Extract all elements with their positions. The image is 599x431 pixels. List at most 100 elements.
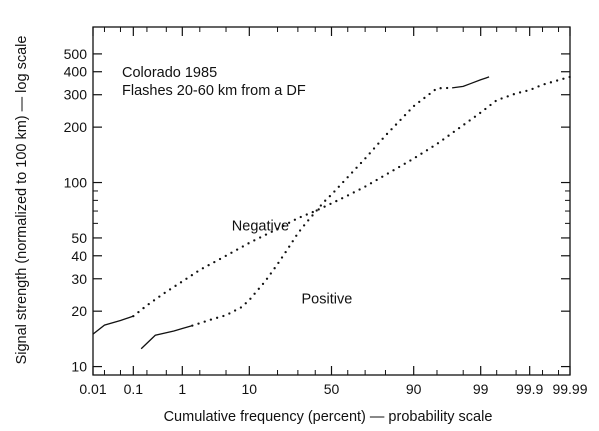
series-dot bbox=[190, 274, 194, 277]
series-dot bbox=[287, 221, 291, 224]
x-tick-label: 0.01 bbox=[79, 381, 106, 397]
series-dot bbox=[224, 254, 227, 258]
series-dot bbox=[328, 195, 332, 198]
series-dot bbox=[152, 299, 156, 302]
series-dot bbox=[302, 224, 306, 227]
series-layer bbox=[92, 75, 571, 350]
y-tick-label: 40 bbox=[71, 248, 87, 264]
series-dot bbox=[397, 165, 401, 169]
series-dot bbox=[399, 118, 402, 122]
series-dot bbox=[253, 292, 256, 295]
series-dot bbox=[457, 126, 461, 130]
series-dot bbox=[390, 128, 393, 131]
series-dot bbox=[215, 316, 219, 319]
series-dot bbox=[408, 109, 411, 112]
series-dot bbox=[247, 242, 250, 245]
series-dot bbox=[494, 99, 497, 103]
y-tick-label: 30 bbox=[71, 271, 87, 287]
tick-labels: 0.01 0.1 1 10 50 90 99 99.9 99.99 10 20 30 40 50 100 20… bbox=[64, 46, 588, 397]
series-dot bbox=[425, 149, 429, 152]
series-dot bbox=[420, 152, 423, 155]
series-dot bbox=[228, 312, 231, 315]
series-dot bbox=[359, 161, 363, 165]
series-dot bbox=[445, 86, 449, 90]
series-dot bbox=[372, 147, 376, 150]
series-dot bbox=[209, 318, 213, 321]
series-dot bbox=[368, 152, 371, 155]
series-dot bbox=[179, 281, 183, 284]
x-tick-label: 0.1 bbox=[124, 381, 144, 397]
series-dot bbox=[562, 77, 565, 80]
series-dot bbox=[276, 227, 279, 230]
series-dot bbox=[543, 82, 546, 86]
y-axis-label: Signal strength (normalized to 100 km) —… bbox=[14, 36, 30, 365]
y-tick-label: 10 bbox=[71, 359, 87, 375]
series-negative bbox=[92, 75, 571, 335]
y-tick-label: 100 bbox=[64, 175, 88, 191]
series-dot bbox=[403, 114, 407, 117]
series-dot bbox=[555, 79, 559, 82]
series-dot bbox=[364, 185, 367, 188]
series-dot bbox=[452, 130, 455, 134]
series-dot bbox=[352, 191, 355, 194]
series-dot bbox=[233, 309, 237, 312]
series-dot bbox=[201, 267, 205, 270]
series-dot bbox=[282, 224, 285, 227]
series-dot bbox=[512, 93, 515, 96]
series-dot bbox=[364, 157, 367, 160]
x-tick-label: 50 bbox=[324, 381, 340, 397]
series-dot bbox=[270, 230, 273, 233]
series-dot bbox=[506, 95, 509, 98]
series-dot bbox=[537, 85, 540, 88]
series-dot bbox=[447, 134, 450, 137]
series-dot bbox=[207, 264, 210, 267]
series-dot bbox=[468, 119, 471, 122]
series-dot bbox=[500, 97, 503, 100]
y-tick-label: 400 bbox=[64, 64, 88, 80]
series-dot bbox=[158, 295, 161, 298]
series-annotation-negative: Negative bbox=[232, 218, 289, 234]
series-dot bbox=[284, 250, 287, 254]
series-dot bbox=[323, 205, 326, 208]
series-line-segment bbox=[140, 324, 193, 350]
series-dot bbox=[433, 88, 436, 92]
x-tick-label: 1 bbox=[178, 381, 186, 397]
series-dot bbox=[203, 320, 206, 323]
series-dot bbox=[333, 190, 336, 193]
series-dot bbox=[337, 185, 340, 188]
x-tick-label: 99.9 bbox=[516, 381, 543, 397]
series-dot bbox=[319, 204, 322, 207]
series-dot bbox=[142, 306, 145, 310]
series-dot bbox=[473, 115, 477, 118]
series-dot bbox=[235, 248, 239, 251]
series-dot bbox=[335, 199, 338, 203]
chart-title: Colorado 1985 bbox=[122, 65, 217, 81]
series-line-segment bbox=[452, 76, 490, 89]
series-dot bbox=[463, 123, 466, 126]
series-dot bbox=[414, 155, 418, 159]
series-dot bbox=[549, 81, 553, 84]
series-dot bbox=[568, 75, 571, 79]
series-dot bbox=[269, 272, 272, 275]
series-dot bbox=[317, 208, 320, 211]
series-dot bbox=[436, 142, 440, 145]
series-dot bbox=[298, 229, 302, 232]
series-dot bbox=[394, 123, 398, 126]
series-dot bbox=[311, 210, 314, 214]
series-dot bbox=[307, 219, 310, 222]
series-dot bbox=[191, 324, 194, 327]
series-dot bbox=[137, 310, 140, 314]
y-tick-label: 500 bbox=[64, 46, 88, 62]
series-dot bbox=[147, 302, 150, 306]
series-dot bbox=[311, 214, 314, 217]
series-dot bbox=[230, 251, 233, 254]
series-dot bbox=[261, 282, 265, 286]
x-tick-label: 10 bbox=[242, 381, 258, 397]
x-tick-label: 99 bbox=[473, 381, 489, 397]
series-dot bbox=[381, 137, 384, 140]
series-dot bbox=[324, 199, 327, 202]
series-line-segment bbox=[92, 315, 134, 335]
series-dot bbox=[258, 236, 262, 239]
series-dot bbox=[358, 188, 361, 191]
y-tick-label: 50 bbox=[71, 230, 87, 246]
